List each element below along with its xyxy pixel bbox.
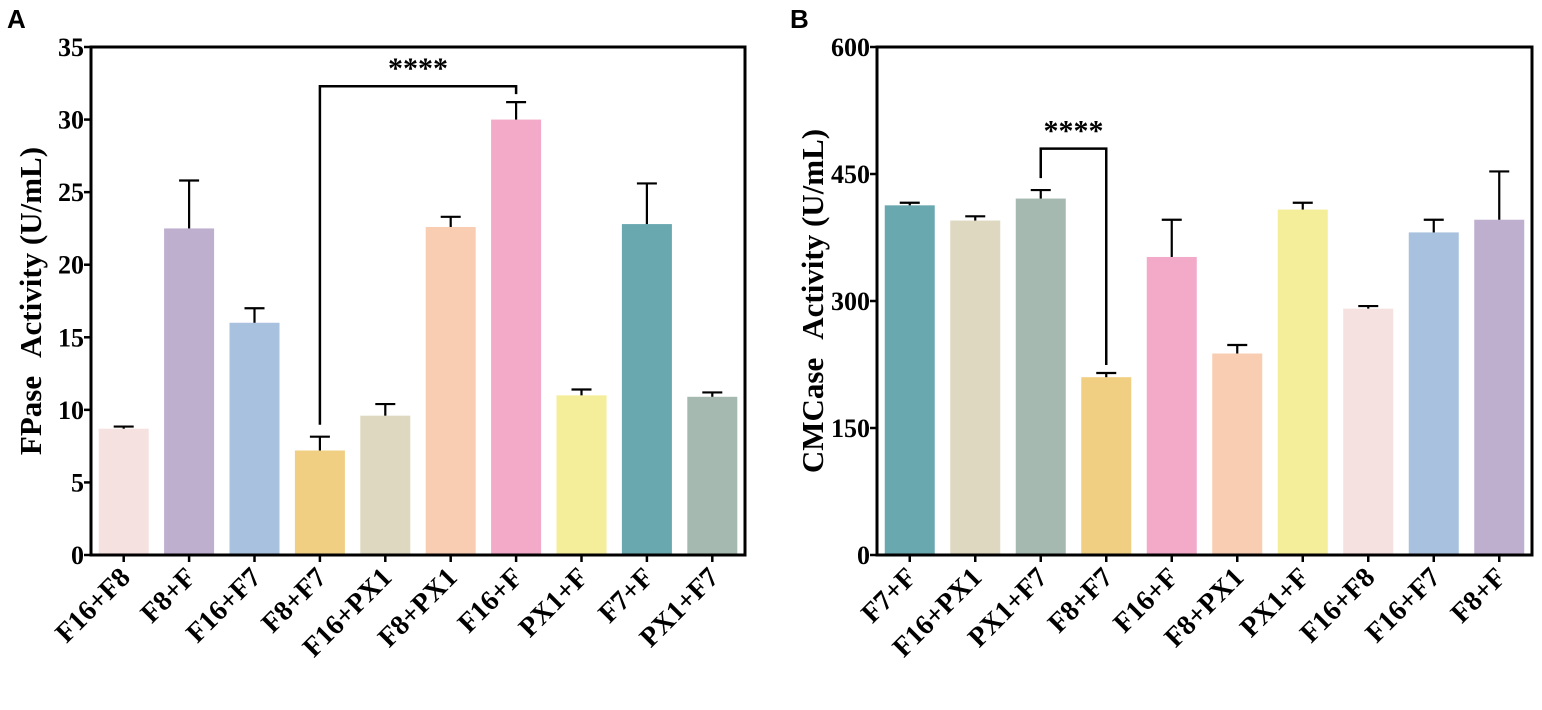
- bar-F8+F7: [294, 450, 345, 555]
- y-tick-label: 20: [58, 251, 84, 280]
- bar-F16+F8: [98, 428, 149, 555]
- bar-F8+PX1: [425, 226, 476, 555]
- y-tick-label: 300: [831, 287, 870, 316]
- y-tick-label: 450: [831, 160, 870, 189]
- x-tick-label: F16+F7: [180, 562, 267, 649]
- bar-PX1+F: [1277, 209, 1328, 555]
- y-axis-label-part: FPase: [13, 376, 48, 455]
- significance-label: ****: [388, 52, 448, 85]
- bar-F16+F7: [229, 322, 280, 555]
- x-tick-label: F16+F7: [1360, 562, 1447, 649]
- plot-frame: [89, 45, 747, 557]
- y-tick-label: 600: [831, 33, 870, 62]
- y-tick-label: 30: [58, 106, 84, 135]
- panel-b: B CMCase Activity (U/mL) **** 0 150 300 450 600 F…: [790, 4, 1534, 663]
- significance-label: ****: [1044, 115, 1104, 148]
- y-tick-label: 150: [831, 414, 870, 443]
- bar-PX1+F: [556, 395, 607, 555]
- bar-F8+F: [1474, 219, 1525, 555]
- panel-a: A FPase Activity (U/mL) **** 0 5 10 15 20 25 30 35 F…: [7, 4, 747, 663]
- y-tick-label: 25: [58, 178, 84, 207]
- y-axis-label: FPase Activity (U/mL): [13, 147, 48, 455]
- bar-PX1+F7: [687, 396, 738, 555]
- y-axis-label: CMCase Activity (U/mL): [795, 129, 830, 473]
- bar-F7+F: [621, 224, 672, 555]
- bar-F8+F: [164, 228, 215, 555]
- bar-F16+F: [1146, 256, 1197, 555]
- bar-F16+PX1: [950, 220, 1001, 556]
- bar-F16+F: [491, 119, 542, 556]
- y-tick-label: 5: [71, 468, 84, 497]
- y-tick-label: 10: [58, 396, 84, 425]
- panel-letter: B: [790, 4, 809, 34]
- y-tick-label: 35: [58, 33, 84, 62]
- y-axis-label-part: Activity (U/mL): [795, 129, 830, 340]
- significance-bracket: [318, 84, 518, 425]
- bar-F8+PX1: [1212, 353, 1263, 555]
- bar-PX1+F7: [1015, 198, 1066, 555]
- bar-F8+F7: [1081, 377, 1132, 555]
- y-axis-label-part: Activity (U/mL): [13, 147, 48, 358]
- y-tick-label: 15: [58, 323, 84, 352]
- panel-letter: A: [7, 4, 26, 34]
- significance-bracket: [1039, 147, 1108, 365]
- bar-F16+F8: [1343, 308, 1394, 555]
- y-axis-label-part: CMCase: [795, 358, 830, 473]
- x-tick-label: PX1+F: [513, 562, 595, 644]
- y-tick-label: 0: [71, 541, 84, 570]
- x-tick-label: F8+F7: [1042, 562, 1119, 639]
- bar-F16+PX1: [360, 415, 411, 555]
- y-tick-label: 0: [857, 541, 870, 570]
- x-tick-label: F16+F8: [50, 562, 137, 649]
- x-tick-label: F8+F: [1445, 562, 1512, 629]
- bar-F7+F: [884, 205, 935, 555]
- bar-F16+F7: [1408, 232, 1459, 556]
